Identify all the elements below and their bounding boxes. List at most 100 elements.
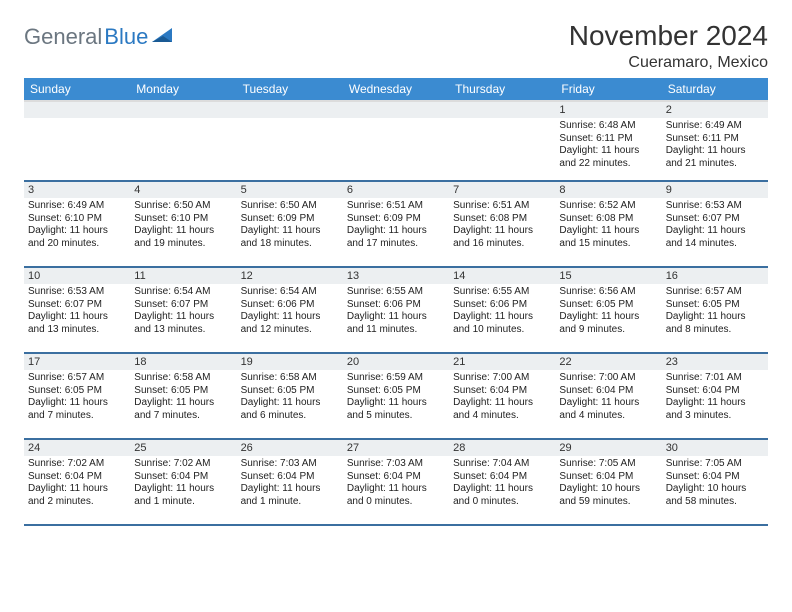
calendar-day-empty (130, 101, 236, 181)
day-number: 14 (449, 268, 555, 284)
sunrise-text: Sunrise: 7:04 AM (453, 458, 551, 471)
calendar-week: 10Sunrise: 6:53 AMSunset: 6:07 PMDayligh… (24, 267, 768, 353)
daylight-text: Daylight: 11 hours and 4 minutes. (453, 397, 551, 422)
day-number (237, 102, 343, 118)
sunrise-text: Sunrise: 6:49 AM (28, 200, 126, 213)
day-content: Sunrise: 6:57 AMSunset: 6:05 PMDaylight:… (662, 284, 768, 338)
sunrise-text: Sunrise: 7:02 AM (134, 458, 232, 471)
day-content: Sunrise: 6:56 AMSunset: 6:05 PMDaylight:… (555, 284, 661, 338)
sunset-text: Sunset: 6:05 PM (347, 385, 445, 398)
daylight-text: Daylight: 11 hours and 9 minutes. (559, 311, 657, 336)
daylight-text: Daylight: 11 hours and 14 minutes. (666, 225, 764, 250)
calendar-day: 15Sunrise: 6:56 AMSunset: 6:05 PMDayligh… (555, 267, 661, 353)
day-number: 21 (449, 354, 555, 370)
day-number: 24 (24, 440, 130, 456)
day-number (449, 102, 555, 118)
calendar-day-empty (237, 101, 343, 181)
daylight-text: Daylight: 11 hours and 3 minutes. (666, 397, 764, 422)
daylight-text: Daylight: 11 hours and 18 minutes. (241, 225, 339, 250)
sunrise-text: Sunrise: 6:53 AM (666, 200, 764, 213)
calendar-day: 26Sunrise: 7:03 AMSunset: 6:04 PMDayligh… (237, 439, 343, 525)
sunrise-text: Sunrise: 7:05 AM (666, 458, 764, 471)
sunset-text: Sunset: 6:07 PM (28, 299, 126, 312)
sunrise-text: Sunrise: 6:51 AM (347, 200, 445, 213)
day-number (24, 102, 130, 118)
sunrise-text: Sunrise: 6:58 AM (134, 372, 232, 385)
day-number: 7 (449, 182, 555, 198)
calendar-day: 5Sunrise: 6:50 AMSunset: 6:09 PMDaylight… (237, 181, 343, 267)
day-content: Sunrise: 6:53 AMSunset: 6:07 PMDaylight:… (24, 284, 130, 338)
sunrise-text: Sunrise: 7:03 AM (241, 458, 339, 471)
calendar-week: 17Sunrise: 6:57 AMSunset: 6:05 PMDayligh… (24, 353, 768, 439)
calendar-week: 1Sunrise: 6:48 AMSunset: 6:11 PMDaylight… (24, 101, 768, 181)
day-number: 11 (130, 268, 236, 284)
calendar-day: 23Sunrise: 7:01 AMSunset: 6:04 PMDayligh… (662, 353, 768, 439)
sunset-text: Sunset: 6:04 PM (453, 385, 551, 398)
header: GeneralBlue November 2024 Cueramaro, Mex… (24, 20, 768, 72)
location: Cueramaro, Mexico (569, 54, 768, 72)
weekday-header: Wednesday (343, 78, 449, 101)
day-content: Sunrise: 6:58 AMSunset: 6:05 PMDaylight:… (237, 370, 343, 424)
sunset-text: Sunset: 6:10 PM (28, 213, 126, 226)
calendar-day: 3Sunrise: 6:49 AMSunset: 6:10 PMDaylight… (24, 181, 130, 267)
weekday-header: Sunday (24, 78, 130, 101)
sunrise-text: Sunrise: 6:57 AM (666, 286, 764, 299)
day-number: 13 (343, 268, 449, 284)
day-content: Sunrise: 7:03 AMSunset: 6:04 PMDaylight:… (237, 456, 343, 510)
sunrise-text: Sunrise: 6:51 AM (453, 200, 551, 213)
sunrise-text: Sunrise: 6:50 AM (241, 200, 339, 213)
sunset-text: Sunset: 6:11 PM (559, 133, 657, 146)
day-number (343, 102, 449, 118)
sunset-text: Sunset: 6:04 PM (666, 385, 764, 398)
daylight-text: Daylight: 11 hours and 7 minutes. (134, 397, 232, 422)
sunrise-text: Sunrise: 6:53 AM (28, 286, 126, 299)
sunrise-text: Sunrise: 6:59 AM (347, 372, 445, 385)
daylight-text: Daylight: 11 hours and 11 minutes. (347, 311, 445, 336)
sunrise-text: Sunrise: 6:56 AM (559, 286, 657, 299)
daylight-text: Daylight: 11 hours and 4 minutes. (559, 397, 657, 422)
day-number: 27 (343, 440, 449, 456)
daylight-text: Daylight: 11 hours and 1 minute. (241, 483, 339, 508)
calendar-day: 4Sunrise: 6:50 AMSunset: 6:10 PMDaylight… (130, 181, 236, 267)
sunset-text: Sunset: 6:09 PM (241, 213, 339, 226)
sunrise-text: Sunrise: 7:03 AM (347, 458, 445, 471)
weekday-row: SundayMondayTuesdayWednesdayThursdayFrid… (24, 78, 768, 101)
day-number: 18 (130, 354, 236, 370)
sunrise-text: Sunrise: 6:49 AM (666, 120, 764, 133)
day-content: Sunrise: 6:58 AMSunset: 6:05 PMDaylight:… (130, 370, 236, 424)
day-content: Sunrise: 6:50 AMSunset: 6:09 PMDaylight:… (237, 198, 343, 252)
day-content: Sunrise: 6:57 AMSunset: 6:05 PMDaylight:… (24, 370, 130, 424)
daylight-text: Daylight: 11 hours and 0 minutes. (453, 483, 551, 508)
sunset-text: Sunset: 6:06 PM (347, 299, 445, 312)
sunrise-text: Sunrise: 6:55 AM (347, 286, 445, 299)
daylight-text: Daylight: 11 hours and 8 minutes. (666, 311, 764, 336)
calendar-day: 10Sunrise: 6:53 AMSunset: 6:07 PMDayligh… (24, 267, 130, 353)
daylight-text: Daylight: 10 hours and 59 minutes. (559, 483, 657, 508)
sunrise-text: Sunrise: 7:02 AM (28, 458, 126, 471)
calendar-day: 14Sunrise: 6:55 AMSunset: 6:06 PMDayligh… (449, 267, 555, 353)
daylight-text: Daylight: 11 hours and 2 minutes. (28, 483, 126, 508)
calendar-day: 19Sunrise: 6:58 AMSunset: 6:05 PMDayligh… (237, 353, 343, 439)
day-content: Sunrise: 6:48 AMSunset: 6:11 PMDaylight:… (555, 118, 661, 172)
calendar-day: 29Sunrise: 7:05 AMSunset: 6:04 PMDayligh… (555, 439, 661, 525)
sunset-text: Sunset: 6:04 PM (666, 471, 764, 484)
sunset-text: Sunset: 6:05 PM (559, 299, 657, 312)
sunset-text: Sunset: 6:04 PM (241, 471, 339, 484)
daylight-text: Daylight: 11 hours and 19 minutes. (134, 225, 232, 250)
day-content: Sunrise: 7:02 AMSunset: 6:04 PMDaylight:… (24, 456, 130, 510)
sunrise-text: Sunrise: 6:48 AM (559, 120, 657, 133)
day-number: 6 (343, 182, 449, 198)
sunset-text: Sunset: 6:05 PM (28, 385, 126, 398)
calendar-day: 2Sunrise: 6:49 AMSunset: 6:11 PMDaylight… (662, 101, 768, 181)
sunrise-text: Sunrise: 7:01 AM (666, 372, 764, 385)
calendar-day: 25Sunrise: 7:02 AMSunset: 6:04 PMDayligh… (130, 439, 236, 525)
daylight-text: Daylight: 11 hours and 15 minutes. (559, 225, 657, 250)
title-block: November 2024 Cueramaro, Mexico (569, 20, 768, 72)
day-content: Sunrise: 6:55 AMSunset: 6:06 PMDaylight:… (449, 284, 555, 338)
calendar-page: GeneralBlue November 2024 Cueramaro, Mex… (0, 0, 792, 546)
daylight-text: Daylight: 11 hours and 22 minutes. (559, 145, 657, 170)
day-number: 9 (662, 182, 768, 198)
day-content: Sunrise: 7:05 AMSunset: 6:04 PMDaylight:… (662, 456, 768, 510)
day-content: Sunrise: 6:54 AMSunset: 6:07 PMDaylight:… (130, 284, 236, 338)
sunrise-text: Sunrise: 7:00 AM (559, 372, 657, 385)
